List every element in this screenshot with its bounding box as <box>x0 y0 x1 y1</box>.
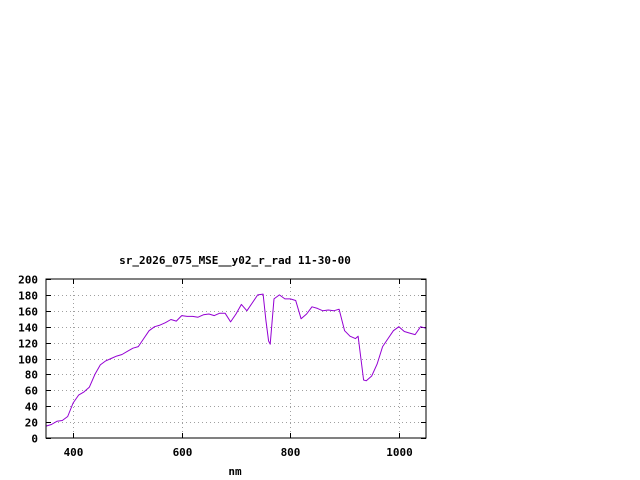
data-point <box>339 309 340 310</box>
data-point <box>235 313 236 314</box>
data-point <box>284 298 285 299</box>
y-tick-label: 120 <box>18 338 38 351</box>
data-point <box>165 322 166 323</box>
x-tick-label: 800 <box>281 446 301 459</box>
data-point <box>270 344 271 345</box>
y-tick-label: 20 <box>25 417 38 430</box>
data-point <box>257 294 258 295</box>
y-tick-label: 140 <box>18 322 38 335</box>
y-tick-label: 180 <box>18 290 38 303</box>
data-point <box>111 358 112 359</box>
x-tick-label: 1000 <box>386 446 413 459</box>
data-point <box>116 356 117 357</box>
y-tick-label: 160 <box>18 306 38 319</box>
data-point <box>393 330 394 331</box>
data-point <box>230 321 231 322</box>
y-tick-label: 0 <box>31 433 38 446</box>
data-point <box>241 304 242 305</box>
data-point <box>382 346 383 347</box>
x-axis-label: nm <box>228 465 242 478</box>
data-point <box>301 318 302 319</box>
data-point <box>322 310 323 311</box>
data-point <box>219 313 220 314</box>
data-point <box>360 358 361 359</box>
data-point <box>197 317 198 318</box>
data-point <box>398 326 399 327</box>
data-point <box>121 354 122 355</box>
data-point <box>371 375 372 376</box>
data-point <box>192 316 193 317</box>
series-layer <box>45 293 427 427</box>
data-point <box>159 325 160 326</box>
data-point <box>404 331 405 332</box>
data-point <box>349 336 350 337</box>
data-point <box>265 320 266 321</box>
data-point <box>154 326 155 327</box>
data-point <box>333 310 334 311</box>
data-point <box>138 346 139 347</box>
y-tick-label: 80 <box>25 369 38 382</box>
data-point <box>203 314 204 315</box>
data-point <box>273 298 274 299</box>
x-axis: 400 600 800 1000 <box>64 279 413 459</box>
data-point <box>306 313 307 314</box>
data-point <box>83 391 84 392</box>
y-tick-label: 200 <box>18 274 38 287</box>
data-point <box>263 294 264 295</box>
data-point <box>89 387 90 388</box>
data-point <box>387 338 388 339</box>
data-point <box>73 402 74 403</box>
y-tick-label: 60 <box>25 385 38 398</box>
data-point <box>176 321 177 322</box>
data-point <box>295 300 296 301</box>
y-axis: 0 20 40 60 80 100 120 140 160 180 200 <box>18 274 426 446</box>
data-point <box>363 379 364 380</box>
data-point <box>94 374 95 375</box>
data-point <box>246 310 247 311</box>
data-point <box>358 336 359 337</box>
data-point <box>132 348 133 349</box>
series-line <box>45 293 427 427</box>
data-point <box>225 313 226 314</box>
data-point <box>78 395 79 396</box>
x-tick-label: 400 <box>64 446 84 459</box>
data-point <box>127 351 128 352</box>
data-point <box>51 424 52 425</box>
data-point <box>170 319 171 320</box>
x-tick-label: 600 <box>173 446 193 459</box>
data-point <box>409 333 410 334</box>
data-point <box>290 298 291 299</box>
data-point <box>268 340 269 341</box>
data-point <box>420 326 421 327</box>
data-point <box>214 315 215 316</box>
data-point <box>355 338 356 339</box>
y-tick-label: 100 <box>18 354 38 367</box>
data-point <box>311 306 312 307</box>
plot-frame <box>45 278 427 439</box>
y-tick-label: 40 <box>25 401 38 414</box>
grid-lines <box>46 279 426 438</box>
data-point <box>62 420 63 421</box>
chart-title: sr_2026_075_MSE__y02_r_rad 11-30-00 <box>119 254 351 267</box>
data-point <box>279 294 280 295</box>
data-point <box>143 338 144 339</box>
data-point <box>105 360 106 361</box>
data-point <box>328 309 329 310</box>
data-point <box>252 302 253 303</box>
data-point <box>67 416 68 417</box>
data-point <box>344 330 345 331</box>
data-point <box>415 334 416 335</box>
data-point <box>181 315 182 316</box>
data-point <box>187 316 188 317</box>
data-point <box>100 364 101 365</box>
data-point <box>149 330 150 331</box>
data-point <box>377 364 378 365</box>
data-point <box>317 308 318 309</box>
data-point <box>366 380 367 381</box>
data-point <box>208 313 209 314</box>
data-point <box>56 421 57 422</box>
